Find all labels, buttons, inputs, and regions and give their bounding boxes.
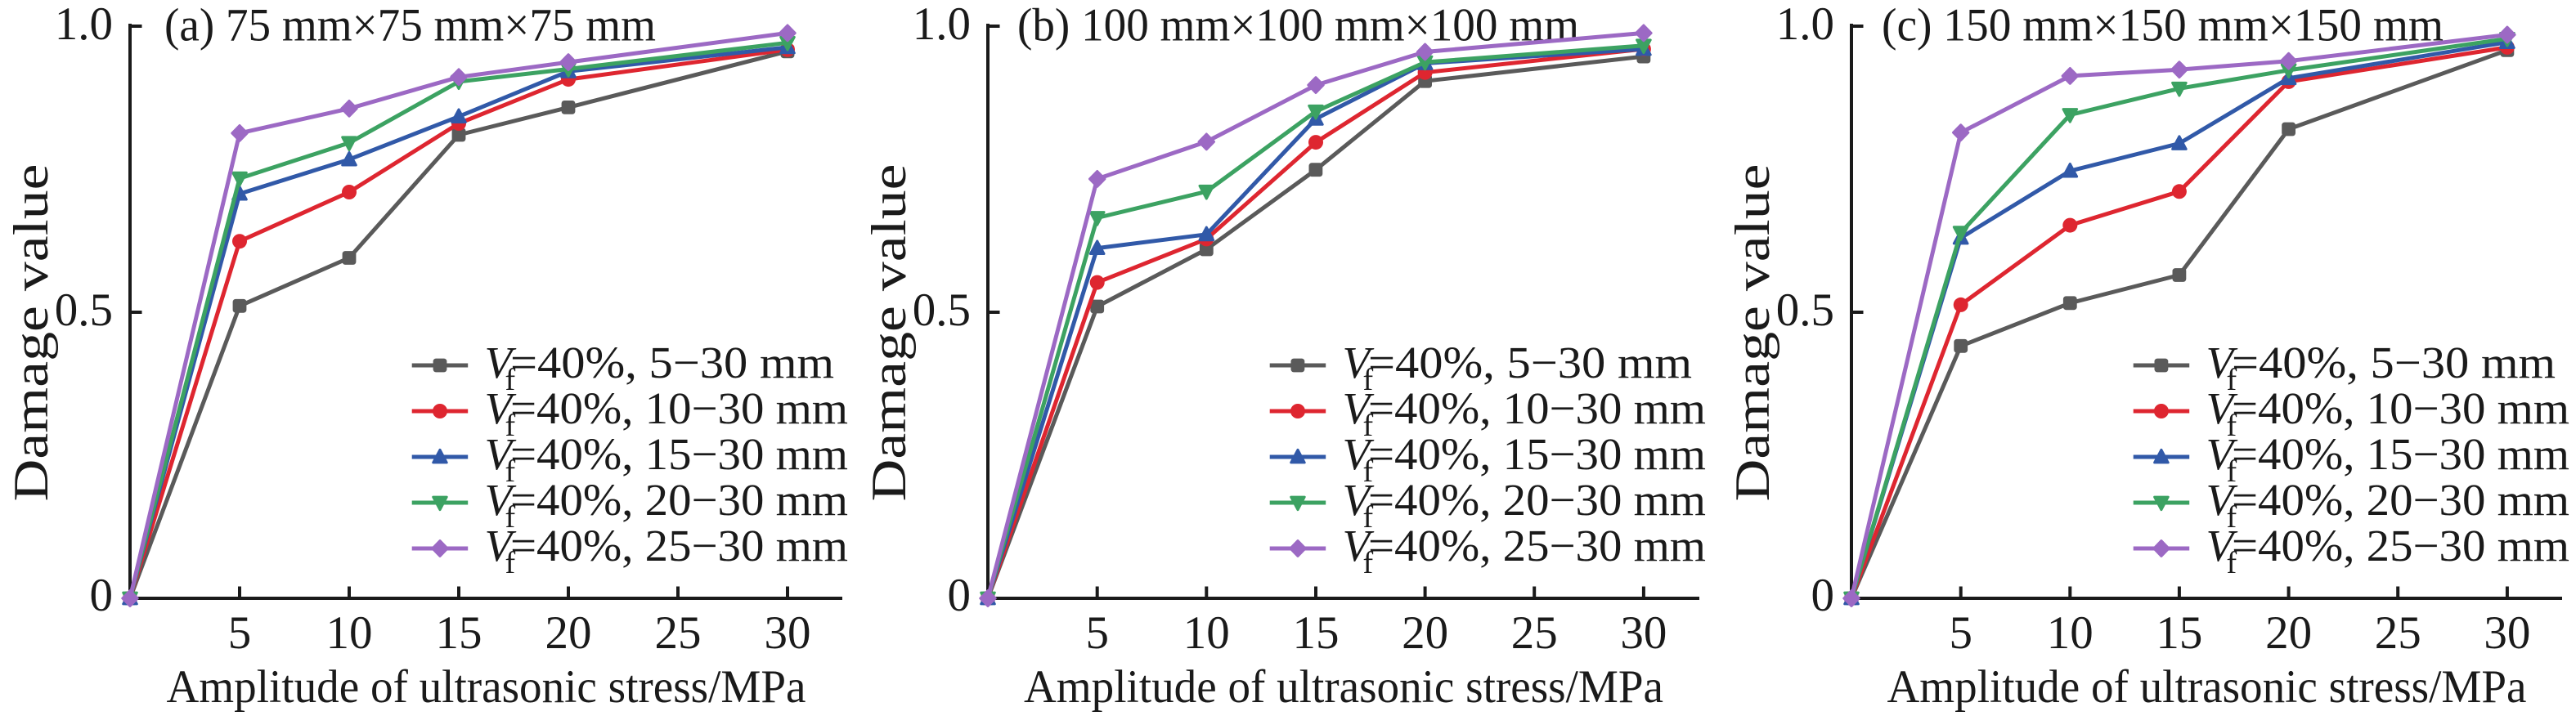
svg-text:V: V bbox=[2206, 338, 2238, 387]
svg-text:30: 30 bbox=[765, 607, 811, 659]
svg-text:Damage value: Damage value bbox=[4, 164, 58, 502]
svg-text:f: f bbox=[505, 454, 516, 489]
svg-text:=40%, 15−30 mm: =40%, 15−30 mm bbox=[2232, 429, 2569, 479]
svg-text:1.0: 1.0 bbox=[1776, 0, 1834, 50]
svg-text:f: f bbox=[505, 363, 516, 397]
svg-text:V: V bbox=[2206, 521, 2238, 571]
svg-text:(a) 75 mm×75 mm×75 mm: (a) 75 mm×75 mm×75 mm bbox=[164, 0, 656, 51]
svg-text:=40%, 5−30 mm: =40%, 5−30 mm bbox=[510, 338, 834, 387]
svg-text:30: 30 bbox=[2484, 607, 2530, 659]
svg-text:V: V bbox=[485, 338, 517, 387]
svg-text:V: V bbox=[485, 521, 517, 571]
svg-text:25: 25 bbox=[2375, 607, 2421, 659]
svg-text:=40%, 15−30 mm: =40%, 15−30 mm bbox=[510, 429, 848, 479]
svg-text:20: 20 bbox=[2265, 607, 2312, 659]
svg-text:f: f bbox=[505, 500, 516, 535]
svg-text:15: 15 bbox=[1293, 607, 1340, 659]
svg-text:f: f bbox=[1363, 500, 1374, 535]
svg-text:V: V bbox=[1343, 338, 1375, 387]
svg-text:V: V bbox=[485, 429, 517, 479]
svg-text:V: V bbox=[1343, 429, 1375, 479]
svg-text:5: 5 bbox=[228, 607, 252, 659]
svg-text:=40%, 25−30 mm: =40%, 25−30 mm bbox=[1368, 521, 1706, 571]
svg-text:f: f bbox=[2227, 454, 2237, 489]
svg-text:f: f bbox=[1363, 546, 1374, 580]
svg-text:=40%, 15−30 mm: =40%, 15−30 mm bbox=[1368, 429, 1706, 479]
svg-text:f: f bbox=[1363, 409, 1374, 443]
svg-text:f: f bbox=[2227, 409, 2237, 443]
svg-text:10: 10 bbox=[1183, 607, 1230, 659]
svg-text:V: V bbox=[1343, 521, 1375, 571]
svg-text:10: 10 bbox=[2047, 607, 2094, 659]
svg-text:f: f bbox=[2227, 546, 2237, 580]
svg-text:30: 30 bbox=[1620, 607, 1667, 659]
svg-text:=40%, 10−30 mm: =40%, 10−30 mm bbox=[510, 383, 848, 433]
svg-text:0: 0 bbox=[90, 570, 114, 621]
svg-text:f: f bbox=[1363, 363, 1374, 397]
svg-text:=40%, 5−30 mm: =40%, 5−30 mm bbox=[1368, 338, 1692, 387]
svg-text:V: V bbox=[2206, 383, 2238, 433]
svg-text:V: V bbox=[1343, 383, 1375, 433]
svg-text:Amplitude of ultrasonic stress: Amplitude of ultrasonic stress/MPa bbox=[1024, 661, 1663, 713]
svg-text:V: V bbox=[485, 383, 517, 433]
svg-text:=40%, 10−30 mm: =40%, 10−30 mm bbox=[1368, 383, 1706, 433]
svg-text:1.0: 1.0 bbox=[55, 0, 113, 50]
svg-text:V: V bbox=[1343, 475, 1375, 525]
svg-text:5: 5 bbox=[1949, 607, 1972, 659]
svg-text:1.0: 1.0 bbox=[913, 0, 971, 50]
svg-text:(c) 150 mm×150 mm×150 mm: (c) 150 mm×150 mm×150 mm bbox=[1882, 0, 2444, 51]
svg-text:Amplitude of ultrasonic stress: Amplitude of ultrasonic stress/MPa bbox=[167, 661, 806, 713]
svg-text:5: 5 bbox=[1085, 607, 1109, 659]
svg-text:=40%, 25−30 mm: =40%, 25−30 mm bbox=[2232, 521, 2569, 571]
svg-text:0.5: 0.5 bbox=[1776, 284, 1834, 336]
svg-text:25: 25 bbox=[1511, 607, 1558, 659]
svg-text:15: 15 bbox=[2156, 607, 2202, 659]
svg-text:Damage value: Damage value bbox=[862, 164, 916, 502]
svg-text:=40%, 5−30 mm: =40%, 5−30 mm bbox=[2232, 338, 2556, 387]
svg-text:0: 0 bbox=[948, 570, 972, 621]
svg-text:V: V bbox=[485, 475, 517, 525]
svg-text:=40%, 20−30 mm: =40%, 20−30 mm bbox=[510, 475, 848, 525]
svg-text:15: 15 bbox=[436, 607, 482, 659]
svg-text:20: 20 bbox=[545, 607, 592, 659]
svg-text:V: V bbox=[2206, 475, 2238, 525]
svg-text:=40%, 20−30 mm: =40%, 20−30 mm bbox=[2232, 475, 2569, 525]
svg-text:f: f bbox=[2227, 500, 2237, 535]
svg-text:25: 25 bbox=[655, 607, 702, 659]
svg-text:Damage value: Damage value bbox=[1726, 164, 1779, 502]
svg-text:0.5: 0.5 bbox=[55, 284, 113, 336]
svg-text:Amplitude of ultrasonic stress: Amplitude of ultrasonic stress/MPa bbox=[1887, 661, 2527, 713]
svg-text:f: f bbox=[505, 546, 516, 580]
svg-text:0: 0 bbox=[1811, 570, 1835, 621]
svg-text:20: 20 bbox=[1402, 607, 1448, 659]
svg-text:f: f bbox=[2227, 363, 2237, 397]
svg-text:0.5: 0.5 bbox=[913, 284, 971, 336]
svg-text:=40%, 25−30 mm: =40%, 25−30 mm bbox=[510, 521, 848, 571]
svg-text:f: f bbox=[505, 409, 516, 443]
svg-text:=40%, 20−30 mm: =40%, 20−30 mm bbox=[1368, 475, 1706, 525]
svg-text:=40%, 10−30 mm: =40%, 10−30 mm bbox=[2232, 383, 2569, 433]
svg-text:10: 10 bbox=[326, 607, 373, 659]
svg-text:f: f bbox=[1363, 454, 1374, 489]
svg-text:(b) 100 mm×100 mm×100 mm: (b) 100 mm×100 mm×100 mm bbox=[1017, 0, 1579, 51]
svg-text:V: V bbox=[2206, 429, 2238, 479]
